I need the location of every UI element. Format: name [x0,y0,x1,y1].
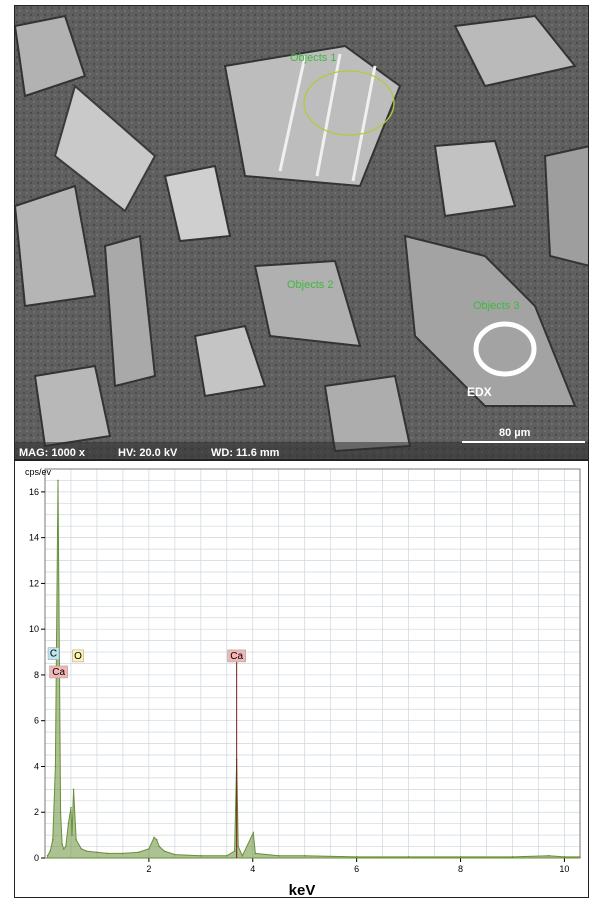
spectrum-point [277,854,280,857]
spectrum-point [51,838,54,841]
y-tick-label: 16 [29,487,39,497]
spectrum-point [355,856,358,858]
scale-bar-label: 80 µm [499,427,531,439]
y-tick-label: 14 [29,533,39,543]
edx-circle [473,321,537,377]
grid [44,468,580,859]
annotation-objects-3: Objects 3 [473,300,519,312]
y-tick-label: 8 [34,670,39,680]
y-tick-label: 4 [34,761,39,771]
spectrum-point [137,851,140,854]
spectrum-point [548,854,550,857]
x-tick-label: 10 [559,864,569,874]
peak-label-o: O [74,651,82,662]
peak-label-box [72,649,84,663]
spectrum-point [200,854,202,857]
y-tick-label: 12 [29,578,39,588]
y-tick-label: 6 [34,716,39,726]
spectrum-point [75,838,77,841]
spectrum-point [49,850,51,852]
y-tick-label: 0 [34,853,39,863]
spectrum-point [158,845,161,848]
spectrum-point [70,806,72,809]
mag-text: MAG: 1000 x [19,447,86,459]
y-axis-label: cps/ev [25,467,52,477]
spectrum-series-fill [47,480,581,859]
annotation-objects-1: Objects 1 [290,52,336,64]
peak-label-box [47,647,60,660]
y-tick-label: 2 [34,807,39,817]
spectrum-point [71,834,73,836]
spectrum-point [85,850,88,852]
spectrum-point [122,852,124,855]
spectrum-point [511,856,514,858]
annotation-objects-2: Objects 2 [287,279,333,291]
spectrum-point [61,843,63,846]
spectrum-point [80,848,83,850]
hv-text: HV: 20.0 kV [118,447,178,459]
spectrum-point [64,845,67,848]
spectrum-point [233,850,236,852]
spectrum-point [237,845,240,848]
spectrum-point [163,850,166,852]
spectrum-point [563,856,566,858]
series [46,479,581,859]
spectrum-point [96,851,98,854]
sem-particles [15,14,588,453]
spectrum-point [153,836,155,839]
edx-spectrum-panel: 0 2 4 6 8 10 12 14 16 2 4 6 8 10 C O Ca Ca cps/ev keV [14,460,589,899]
spectrum-point [59,811,62,814]
x-tick-label: 6 [354,864,359,874]
peak-label-c: C [50,649,57,660]
spectrum-point [241,854,244,857]
spectrum-point [148,848,150,850]
edx-spectrum-chart: 0 2 4 6 8 10 12 14 16 2 4 6 8 10 C O Ca Ca cps/ev keV [25,467,581,899]
peak-label-ca: Ca [230,651,243,662]
spectrum-point [72,788,75,791]
spectrum-point [303,854,306,857]
spectrum-point [579,856,581,858]
x-axis-label: keV [289,882,316,899]
peak-label-box [227,649,246,663]
peak-labels: C O Ca Ca [47,647,246,858]
spectrum-point [106,852,109,855]
spectrum-point [225,854,228,857]
x-tick-label: 2 [146,864,151,874]
spectrum-point [54,765,57,768]
edx-label: EDX [467,385,492,399]
spectrum-point [46,854,49,857]
sem-image-panel: Objects 1 Objects 2 Objects 3 EDX MAG: 1… [14,5,589,460]
spectrum-point [252,832,255,834]
spectrum-point [174,853,176,856]
spectrum-point [57,479,59,482]
sem-micrograph: Objects 1 Objects 2 Objects 3 EDX MAG: 1… [15,6,588,459]
peak-label-box [49,665,68,679]
spectrum-point [254,852,257,855]
spectrum-point [67,822,70,825]
x-tick-label: 4 [250,864,255,874]
objects-1-outline [303,70,395,136]
y-tick-label: 10 [29,624,39,634]
spectrum-point [407,856,410,858]
spectrum-point [155,838,158,841]
peak-label-ca: Ca [52,667,65,678]
spectrum-point [459,856,462,858]
spectrum-point [62,848,65,850]
wd-text: WD: 11.6 mm [211,447,280,459]
x-tick-label: 8 [458,864,463,874]
info-bar [15,442,588,459]
